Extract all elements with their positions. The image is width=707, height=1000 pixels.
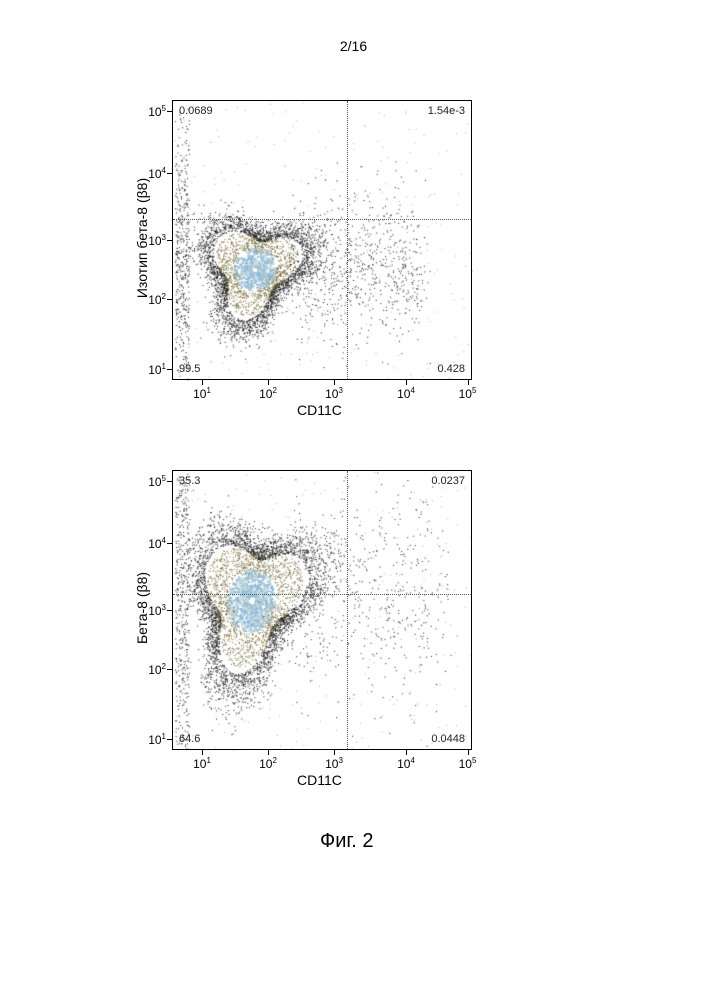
panel-top: Изотип бета-8 (β8)0.06891.54e-399.50.428…	[122, 100, 502, 440]
scatter-canvas	[173, 101, 473, 381]
y-tick-label: 103	[136, 603, 166, 618]
y-tick-label: 101	[136, 362, 166, 377]
y-tick-mark	[167, 111, 172, 112]
quad-value-q4: 0.0448	[431, 733, 465, 745]
x-tick-mark	[468, 380, 469, 385]
panel-bottom: Бета-8 (β8)35.30.023764.60.0448101102103…	[122, 470, 502, 810]
x-tick-mark	[202, 380, 203, 385]
x-tick-label: 105	[453, 756, 483, 771]
quadrant-line-horizontal	[173, 219, 471, 220]
quad-value-q4: 0.428	[437, 363, 465, 375]
y-tick-label: 105	[136, 474, 166, 489]
x-tick-mark	[334, 750, 335, 755]
quad-value-q1: 0.0689	[179, 105, 213, 117]
x-tick-mark	[406, 750, 407, 755]
x-tick-mark	[202, 750, 203, 755]
y-tick-mark	[167, 610, 172, 611]
quad-value-q3: 64.6	[179, 733, 200, 745]
x-tick-mark	[334, 380, 335, 385]
y-tick-label: 103	[136, 233, 166, 248]
x-tick-mark	[468, 750, 469, 755]
y-tick-mark	[167, 173, 172, 174]
x-tick-mark	[268, 380, 269, 385]
y-tick-label: 102	[136, 662, 166, 677]
quad-value-q2: 0.0237	[431, 475, 465, 487]
quad-value-q3: 99.5	[179, 363, 200, 375]
x-tick-label: 105	[453, 386, 483, 401]
y-tick-mark	[167, 240, 172, 241]
x-tick-mark	[268, 750, 269, 755]
y-tick-mark	[167, 369, 172, 370]
plot-area: 0.0689 1.54e-3 99.5 0.428	[172, 100, 472, 380]
y-tick-label: 104	[136, 536, 166, 551]
scatter-canvas	[173, 471, 473, 751]
x-tick-label: 104	[391, 756, 421, 771]
x-axis-label: CD11C	[297, 772, 342, 788]
x-tick-label: 101	[187, 756, 217, 771]
x-tick-label: 104	[391, 386, 421, 401]
plot-area: 35.3 0.0237 64.6 0.0448	[172, 470, 472, 750]
x-tick-label: 103	[319, 756, 349, 771]
y-tick-label: 104	[136, 166, 166, 181]
x-tick-label: 103	[319, 386, 349, 401]
y-tick-mark	[167, 739, 172, 740]
y-tick-mark	[167, 299, 172, 300]
page-number: 2/16	[340, 38, 367, 54]
x-tick-label: 102	[253, 756, 283, 771]
quad-value-q1: 35.3	[179, 475, 200, 487]
y-tick-label: 101	[136, 732, 166, 747]
y-tick-label: 102	[136, 292, 166, 307]
y-tick-mark	[167, 669, 172, 670]
x-axis-label: CD11C	[297, 402, 342, 418]
quadrant-line-vertical	[347, 471, 348, 749]
quadrant-line-vertical	[347, 101, 348, 379]
quadrant-line-horizontal	[173, 594, 471, 595]
y-tick-mark	[167, 481, 172, 482]
y-tick-mark	[167, 543, 172, 544]
x-tick-mark	[406, 380, 407, 385]
x-tick-label: 102	[253, 386, 283, 401]
y-tick-label: 105	[136, 104, 166, 119]
quad-value-q2: 1.54e-3	[428, 105, 465, 117]
figure-caption: Фиг. 2	[320, 830, 373, 853]
x-tick-label: 101	[187, 386, 217, 401]
